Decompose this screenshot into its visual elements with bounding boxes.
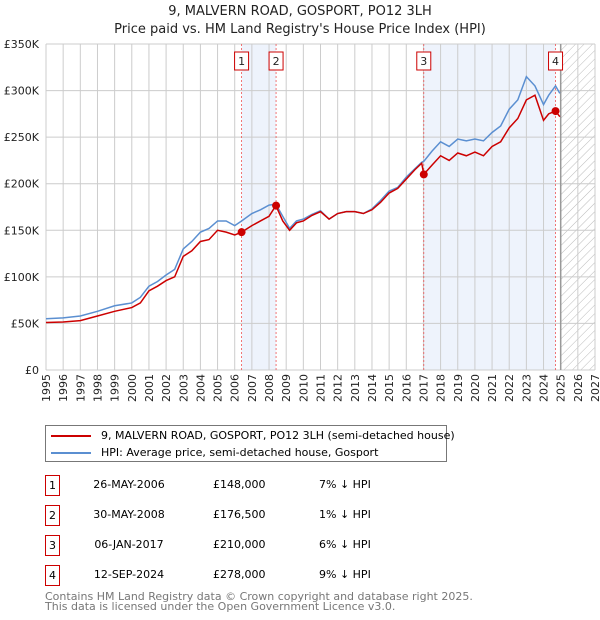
sale-marker-label: 2 [273, 55, 280, 68]
x-tick-label: 2018 [435, 374, 448, 402]
y-tick-label: £350K [4, 38, 40, 51]
sale-marker-label: 4 [552, 55, 559, 68]
sale-hpi-diff: 7% ↓ HPI [319, 478, 371, 491]
x-tick-label: 2011 [315, 374, 328, 402]
sale-row: 2 30-MAY-2008 £176,500 1% ↓ HPI [45, 505, 445, 526]
x-tick-label: 2024 [538, 374, 551, 402]
chart-subtitle: Price paid vs. HM Land Registry's House … [114, 22, 486, 37]
sale-row: 1 26-MAY-2006 £148,000 7% ↓ HPI [45, 475, 445, 496]
footer-copyright: Contains HM Land Registry data © Crown c… [45, 590, 473, 603]
x-tick-label: 2020 [469, 374, 482, 402]
x-tick-label: 2012 [332, 374, 345, 402]
sale-point [419, 170, 428, 179]
y-tick-label: £200K [4, 178, 40, 191]
sale-hpi-diff: 6% ↓ HPI [319, 538, 371, 551]
sale-marker-label: 3 [420, 55, 427, 68]
legend-swatch-hpi [51, 452, 91, 454]
sale-hpi-diff: 1% ↓ HPI [319, 508, 371, 521]
sale-marker-box [234, 51, 250, 71]
sale-price: £278,000 [213, 568, 266, 581]
y-tick-label: £0 [25, 364, 39, 377]
x-tick-label: 1997 [74, 374, 87, 402]
x-tick-label: 2004 [194, 374, 207, 402]
x-tick-label: 2005 [212, 374, 225, 402]
legend: 9, MALVERN ROAD, GOSPORT, PO12 3LH (semi… [45, 425, 455, 462]
legend-label: HPI: Average price, semi-detached house,… [101, 446, 379, 459]
sale-row: 4 12-SEP-2024 £278,000 9% ↓ HPI [45, 565, 445, 586]
x-tick-label: 2006 [229, 374, 242, 402]
sale-hpi-diff: 9% ↓ HPI [319, 568, 371, 581]
x-tick-label: 2019 [452, 374, 465, 402]
footer-licence: This data is licensed under the Open Gov… [45, 600, 396, 613]
sale-number: 2 [45, 505, 60, 526]
x-tick-label: 1995 [40, 374, 53, 402]
x-tick-label: 2021 [486, 374, 499, 402]
sale-date: 06-JAN-2017 [94, 538, 164, 551]
y-tick-label: £100K [4, 271, 40, 284]
y-tick-label: £150K [4, 224, 40, 237]
x-tick-label: 2026 [572, 374, 585, 402]
legend-label: 9, MALVERN ROAD, GOSPORT, PO12 3LH (semi… [101, 429, 455, 442]
x-tick-label: 2016 [400, 374, 413, 402]
sale-number: 1 [45, 475, 60, 496]
y-tick-label: £300K [4, 85, 40, 98]
sale-marker-label: 1 [238, 55, 245, 68]
y-tick-label: £250K [4, 131, 40, 144]
x-tick-label: 1999 [109, 374, 122, 402]
y-tick-label: £50K [11, 317, 40, 330]
sale-price: £210,000 [213, 538, 266, 551]
x-tick-label: 2001 [143, 374, 156, 402]
shaded-period [241, 44, 277, 370]
sale-price: £148,000 [213, 478, 266, 491]
sale-price: £176,500 [213, 508, 266, 521]
x-tick-label: 2017 [417, 374, 430, 402]
shaded-period [423, 44, 556, 370]
sale-date: 12-SEP-2024 [93, 568, 165, 581]
x-tick-label: 2009 [280, 374, 293, 402]
sale-point [272, 201, 281, 210]
x-tick-label: 2015 [383, 374, 396, 402]
x-tick-label: 1998 [91, 374, 104, 402]
x-tick-label: 2013 [349, 374, 362, 402]
sale-date: 30-MAY-2008 [93, 508, 165, 521]
x-tick-label: 2027 [589, 374, 600, 402]
x-tick-label: 2007 [246, 374, 259, 402]
sale-point [551, 107, 560, 116]
x-tick-label: 2014 [366, 374, 379, 402]
sale-number: 4 [45, 565, 60, 586]
plot-area: 1995 1996 1997 1998 1999 2000 2001 2002 2003 2004… [4, 38, 600, 402]
property-price-line [45, 94, 561, 324]
sale-number: 3 [45, 535, 60, 556]
x-tick-label: 2010 [297, 374, 310, 402]
x-tick-label: 2003 [177, 374, 190, 402]
legend-swatch-property [51, 435, 91, 437]
sale-marker-box [268, 51, 284, 71]
x-tick-label: 2002 [160, 374, 173, 402]
sale-marker-box [548, 51, 564, 71]
sale-date: 26-MAY-2006 [93, 478, 165, 491]
x-tick-label: 1996 [57, 374, 70, 402]
x-tick-label: 2000 [126, 374, 139, 402]
sale-point [237, 228, 246, 237]
sale-row: 3 06-JAN-2017 £210,000 6% ↓ HPI [45, 535, 445, 556]
sale-marker-box [416, 51, 432, 71]
x-tick-label: 2008 [263, 374, 276, 402]
x-tick-label: 2023 [520, 374, 533, 402]
x-tick-label: 2025 [555, 374, 568, 402]
x-tick-label: 2022 [503, 374, 516, 402]
chart-title: 9, MALVERN ROAD, GOSPORT, PO12 3LH [168, 4, 432, 19]
